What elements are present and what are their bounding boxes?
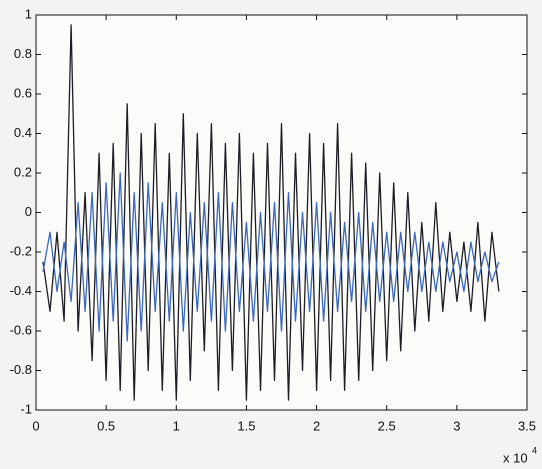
x-multiplier: x 10 — [503, 450, 528, 465]
y-tick-label: -0.8 — [10, 362, 32, 377]
y-tick-label: 0.2 — [14, 164, 32, 179]
y-tick-label: 0.6 — [14, 85, 32, 100]
x-tick-label: 0 — [32, 418, 39, 433]
y-tick-label: -0.2 — [10, 243, 32, 258]
x-tick-label: 2 — [313, 418, 320, 433]
x-tick-label: 1.5 — [237, 418, 255, 433]
y-tick-label: 0 — [25, 204, 32, 219]
y-tick-label: 0.8 — [14, 46, 32, 61]
y-tick-label: -0.6 — [10, 322, 32, 337]
plot-area — [36, 15, 527, 410]
x-tick-label: 3 — [453, 418, 460, 433]
x-tick-label: 1 — [173, 418, 180, 433]
y-tick-label: -1 — [20, 401, 32, 416]
y-tick-label: 1 — [25, 6, 32, 21]
x-tick-label: 2.5 — [378, 418, 396, 433]
x-tick-label: 3.5 — [518, 418, 536, 433]
y-tick-label: -0.4 — [10, 283, 32, 298]
x-tick-label: 0.5 — [97, 418, 115, 433]
chart: x 10 4 -1 -0.8 -0.6 -0.4 -0.2 0 0.2 0.4 0.6 0.8 1 0… — [0, 0, 542, 469]
y-tick-label: 0.4 — [14, 125, 32, 140]
x-multiplier-exponent: 4 — [532, 445, 537, 455]
